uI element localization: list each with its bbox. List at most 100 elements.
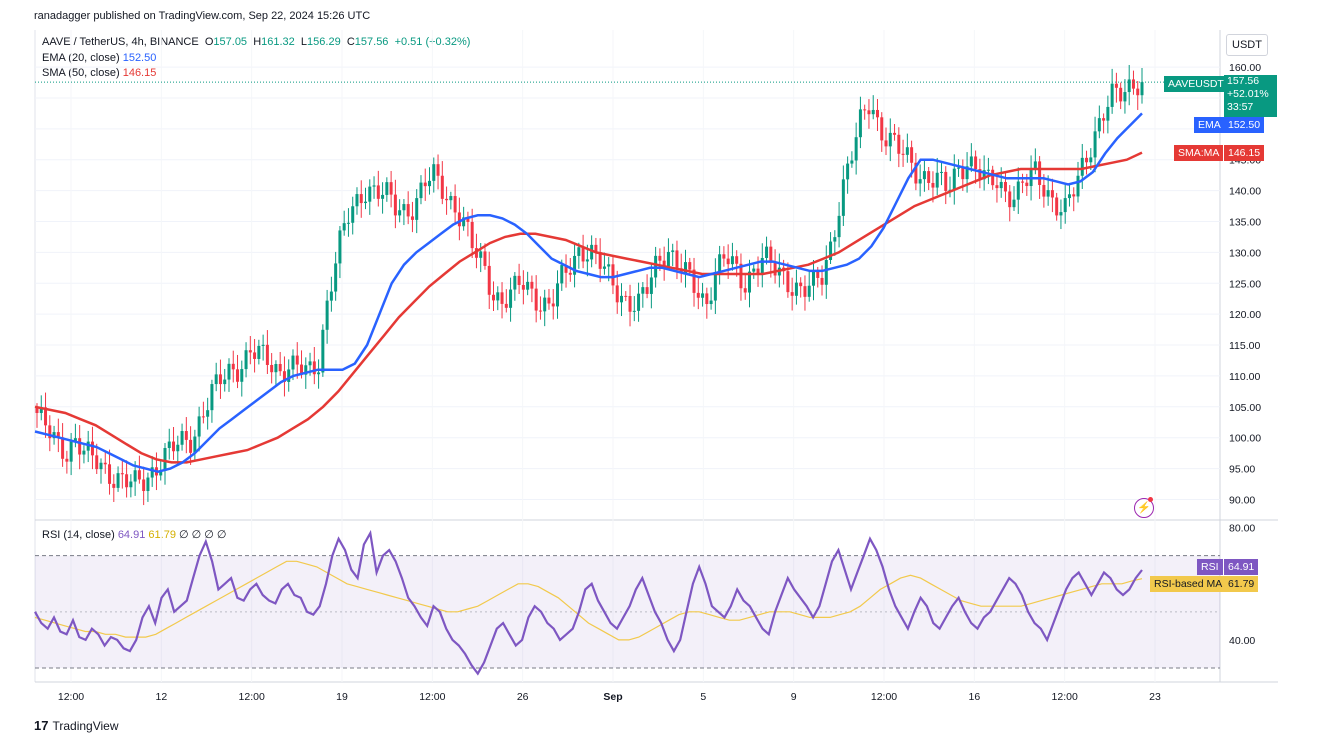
- candle-body: [957, 167, 961, 169]
- candle-body: [824, 259, 828, 285]
- candle-body: [995, 185, 999, 189]
- candle: [274, 360, 278, 387]
- candle-body: [338, 230, 342, 264]
- candle: [871, 95, 875, 120]
- candle: [197, 406, 201, 452]
- candle-body: [705, 293, 709, 305]
- candle: [449, 191, 453, 210]
- price-tick-label: 140.00: [1229, 186, 1261, 198]
- candle: [893, 124, 897, 141]
- candle-body: [99, 462, 103, 470]
- candle-body: [829, 241, 833, 260]
- candle-body: [457, 212, 461, 227]
- legend-h-label: H: [253, 36, 262, 48]
- candle: [129, 474, 133, 498]
- candle-body: [1067, 194, 1071, 199]
- candle-body: [671, 250, 675, 252]
- candle: [538, 296, 542, 320]
- candle-body: [492, 294, 496, 301]
- candle: [406, 191, 410, 225]
- candle: [184, 417, 188, 454]
- candle: [833, 230, 837, 256]
- candle-body: [78, 438, 82, 455]
- candle: [61, 423, 65, 467]
- candle-body: [1012, 199, 1016, 208]
- candle-body: [1097, 118, 1101, 132]
- candle-body: [142, 479, 146, 492]
- candle: [137, 455, 141, 484]
- price-tick-label: 90.00: [1229, 494, 1255, 506]
- candle-body: [193, 436, 197, 453]
- candle-body: [120, 473, 124, 475]
- candle: [683, 249, 687, 288]
- candle-body: [1050, 190, 1054, 198]
- candle: [884, 127, 888, 156]
- candle: [385, 177, 389, 202]
- bar-countdown: 33:57: [1227, 101, 1254, 113]
- candle-body: [811, 271, 815, 286]
- candle-body: [159, 470, 163, 476]
- time-tick-label: 12:00: [871, 691, 897, 703]
- candle: [402, 199, 406, 226]
- candle-body: [487, 265, 491, 295]
- candle: [807, 270, 811, 302]
- candle-body: [666, 251, 670, 267]
- candle: [619, 283, 623, 317]
- candle: [735, 250, 739, 277]
- time-tick-label: 12:00: [239, 691, 265, 703]
- candle: [1055, 192, 1059, 221]
- candle: [457, 197, 461, 241]
- candle-body: [436, 164, 440, 176]
- candle: [428, 167, 432, 195]
- candle-body: [440, 175, 444, 199]
- candle: [218, 359, 222, 399]
- candle-body: [393, 194, 397, 216]
- candle-body: [214, 374, 218, 385]
- candle: [974, 150, 978, 184]
- alert-bolt-icon[interactable]: ⚡: [1134, 497, 1154, 518]
- candle-body: [1127, 79, 1131, 93]
- candle: [78, 425, 82, 470]
- candle: [364, 187, 368, 210]
- candle-body: [329, 291, 333, 301]
- candle: [1102, 113, 1106, 134]
- candle-body: [1140, 82, 1144, 96]
- sma-tag-label: SMA:MA: [1174, 145, 1224, 161]
- candle-body: [346, 222, 350, 224]
- candle: [568, 257, 572, 282]
- candle-body: [658, 255, 662, 261]
- candle: [372, 176, 376, 199]
- candle-body: [1093, 131, 1097, 158]
- candle: [875, 99, 879, 132]
- candle-body: [1008, 191, 1012, 208]
- candle-body: [342, 223, 346, 231]
- candle: [918, 164, 922, 197]
- candle-body: [581, 247, 585, 262]
- footer-brand: 17 TradingView: [34, 718, 119, 733]
- candle-body: [278, 364, 282, 372]
- candle: [1136, 81, 1140, 110]
- candle-body: [910, 147, 914, 163]
- candle-body: [1110, 83, 1114, 107]
- candle-body: [1003, 181, 1007, 192]
- candle-body: [428, 180, 432, 187]
- candle-body: [551, 303, 555, 307]
- candle-body: [248, 350, 252, 353]
- candle-body: [184, 431, 188, 440]
- price-tick-label: 95.00: [1229, 464, 1255, 476]
- candle: [359, 180, 363, 218]
- candle-body: [474, 248, 478, 258]
- candle-body: [918, 179, 922, 184]
- candle: [854, 122, 858, 175]
- candle-body: [846, 163, 850, 180]
- candle: [517, 263, 521, 295]
- candle: [295, 342, 299, 379]
- candle: [487, 251, 491, 309]
- candle-body: [743, 288, 747, 293]
- candle: [803, 275, 807, 311]
- currency-selector[interactable]: USDT: [1226, 34, 1268, 56]
- candle-body: [568, 272, 572, 275]
- candle: [649, 262, 653, 309]
- candle-body: [116, 473, 120, 488]
